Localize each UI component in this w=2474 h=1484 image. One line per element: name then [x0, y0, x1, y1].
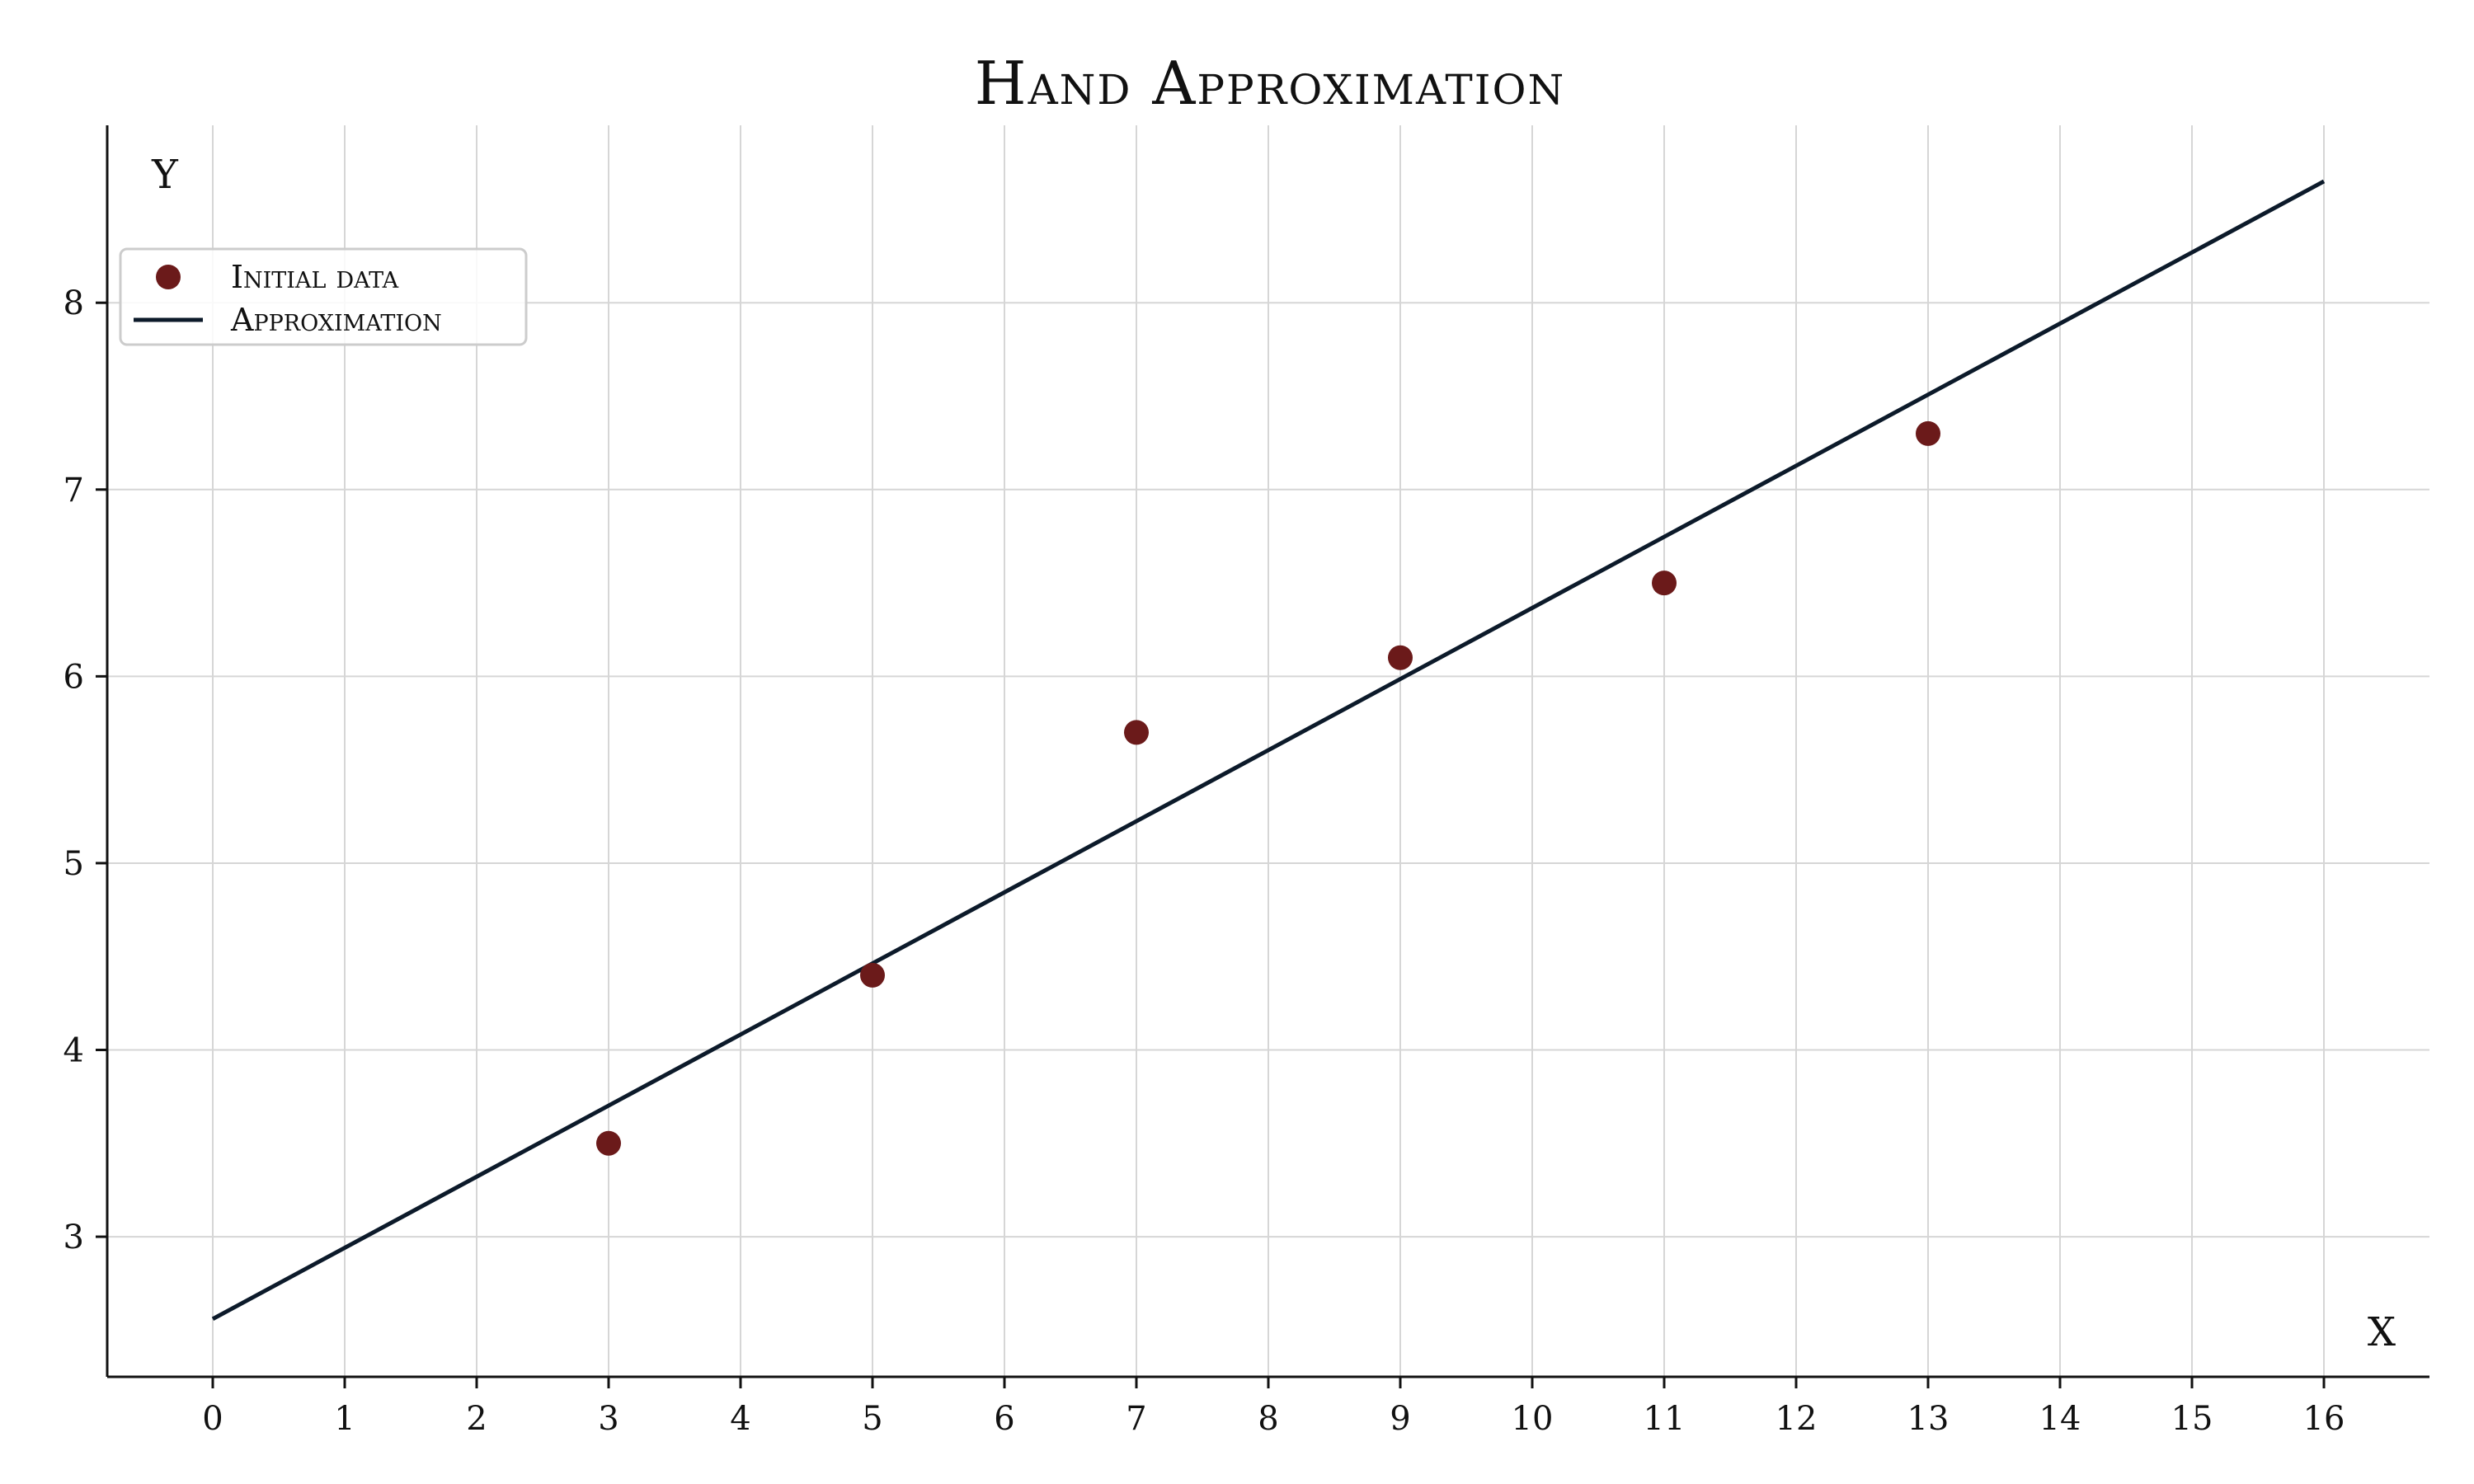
- x-tick-label: 8: [1258, 1400, 1278, 1438]
- series-layer: [211, 179, 2326, 1321]
- y-tick-label: 8: [63, 284, 84, 322]
- x-tick-label: 3: [598, 1400, 618, 1438]
- y-tick-label: 7: [63, 472, 84, 510]
- x-tick-label: 14: [2039, 1400, 2081, 1438]
- data-point: [596, 1130, 621, 1156]
- x-tick-label: 1: [334, 1400, 355, 1438]
- legend-label: Approximation: [230, 302, 442, 338]
- x-tick-label: 2: [466, 1400, 487, 1438]
- data-point: [1916, 420, 1940, 446]
- data-point: [1388, 645, 1413, 670]
- legend-marker-scatter: [156, 265, 181, 289]
- x-tick-label: 12: [1776, 1400, 1818, 1438]
- y-tick-label: 5: [63, 845, 84, 883]
- approximation-line: [211, 179, 2326, 1321]
- x-ticks: 0 1 2 3 4 5 6 7 8 9 10 11 12 13 14 15 16: [202, 1377, 2345, 1438]
- x-tick-label: 16: [2303, 1400, 2345, 1438]
- x-tick-label: 10: [1512, 1400, 1554, 1438]
- x-tick-label: 9: [1390, 1400, 1410, 1438]
- grid: [107, 125, 2429, 1377]
- x-tick-label: 15: [2171, 1400, 2213, 1438]
- legend-label: Initial data: [231, 259, 399, 295]
- x-tick-label: 4: [730, 1400, 750, 1438]
- chart-title: Hand Approximation: [975, 49, 1565, 118]
- x-tick-label: 13: [1907, 1400, 1950, 1438]
- y-tick-label: 3: [63, 1219, 84, 1256]
- legend-box: [119, 247, 528, 346]
- x-tick-label: 5: [862, 1400, 882, 1438]
- legend: Initial data Approximation: [119, 247, 528, 346]
- data-point: [860, 962, 885, 988]
- x-tick-label: 7: [1126, 1400, 1146, 1438]
- y-axis-label: Y: [151, 152, 179, 198]
- y-tick-label: 6: [63, 658, 84, 696]
- y-ticks: 3 4 5 6 7 8: [63, 284, 107, 1256]
- x-tick-label: 6: [994, 1400, 1014, 1438]
- x-tick-label: 0: [202, 1400, 223, 1438]
- data-point: [1652, 571, 1677, 596]
- data-point: [1124, 720, 1149, 745]
- y-tick-label: 4: [63, 1032, 84, 1070]
- x-axis-label: X: [2368, 1309, 2396, 1355]
- x-tick-label: 11: [1644, 1400, 1686, 1438]
